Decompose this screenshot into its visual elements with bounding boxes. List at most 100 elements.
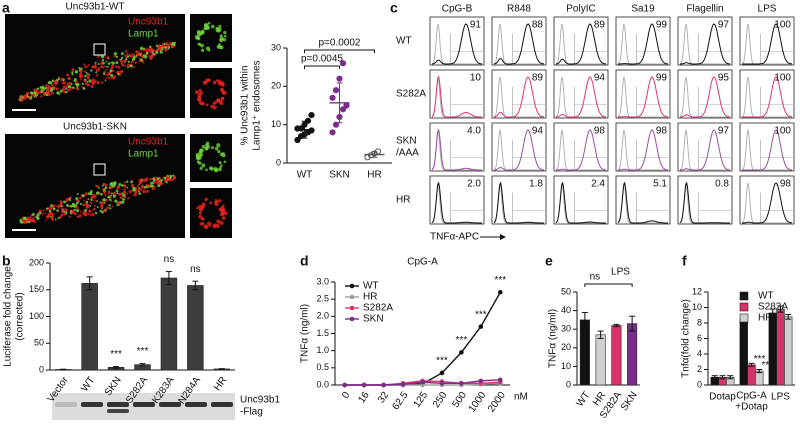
signal xyxy=(62,81,65,84)
signal xyxy=(123,188,126,191)
bracket xyxy=(304,49,375,53)
inset-signal xyxy=(218,207,223,212)
inset-signal xyxy=(214,146,219,151)
x-tick-label: 0 xyxy=(340,390,352,401)
panel-letter: e xyxy=(545,253,553,269)
signal xyxy=(73,212,77,216)
signal xyxy=(65,85,69,89)
signal xyxy=(64,208,66,210)
signal xyxy=(97,186,100,189)
signal xyxy=(107,73,110,76)
signal xyxy=(138,190,140,193)
control-curve xyxy=(679,129,730,171)
inset-signal xyxy=(219,152,223,156)
signal xyxy=(108,76,111,80)
histogram-frame xyxy=(491,122,547,172)
signal xyxy=(164,49,167,52)
inset-signal xyxy=(223,30,227,35)
control-curve xyxy=(741,182,792,224)
inset-signal xyxy=(196,36,201,41)
signal xyxy=(144,185,147,188)
signal xyxy=(92,207,96,211)
signal xyxy=(114,199,118,203)
signal xyxy=(65,197,69,201)
panel-letter: a xyxy=(2,0,10,16)
signal xyxy=(124,185,127,189)
signal xyxy=(150,54,154,57)
signal xyxy=(111,61,115,65)
inset-signal xyxy=(212,101,216,105)
signal xyxy=(35,89,38,93)
signal xyxy=(33,88,37,92)
signal xyxy=(126,192,129,195)
signal xyxy=(121,200,125,204)
signal xyxy=(89,204,92,207)
annotation: *** xyxy=(475,309,487,320)
signal xyxy=(79,210,82,213)
data-point xyxy=(420,379,425,385)
signal xyxy=(118,59,121,61)
x-tick-label: 1000 xyxy=(467,390,489,415)
inset-signal xyxy=(218,43,221,46)
signal xyxy=(65,91,68,94)
signal xyxy=(115,189,119,193)
histogram xyxy=(493,76,545,118)
signal xyxy=(139,46,144,50)
y-tick-label: 10 xyxy=(561,361,571,371)
inset-signal xyxy=(218,199,222,203)
control-curve xyxy=(617,76,668,118)
signal xyxy=(133,192,137,197)
signal xyxy=(54,218,57,221)
signal xyxy=(117,192,122,196)
signal xyxy=(103,65,106,68)
signal xyxy=(55,87,59,91)
signal xyxy=(84,65,88,69)
inset-signal xyxy=(220,212,225,217)
signal xyxy=(51,79,55,83)
inset-signal xyxy=(214,200,218,205)
histogram-frame xyxy=(429,122,485,172)
signal xyxy=(38,211,42,215)
signal xyxy=(51,91,55,95)
inset-signal xyxy=(221,83,225,87)
signal xyxy=(172,176,177,180)
signal xyxy=(87,198,90,201)
signal xyxy=(76,87,80,91)
histogram xyxy=(555,76,607,118)
signal xyxy=(145,48,149,52)
signal xyxy=(132,66,136,69)
bar xyxy=(81,283,98,371)
histogram-frame xyxy=(615,69,671,119)
signal xyxy=(71,73,74,76)
annotation: ns xyxy=(190,264,201,275)
y-axis-label: TNFα (ng/ml) xyxy=(300,304,311,363)
percent-label: 97 xyxy=(718,126,730,137)
signal xyxy=(62,85,66,89)
histogram xyxy=(493,129,545,171)
signal xyxy=(90,80,94,84)
percent-label: 91 xyxy=(470,20,482,31)
signal xyxy=(139,52,143,55)
blot-band xyxy=(159,402,181,407)
signal xyxy=(173,41,176,45)
signal xyxy=(117,66,121,69)
inset-signal xyxy=(201,221,205,225)
signal xyxy=(86,75,90,80)
signal xyxy=(117,73,120,76)
signal xyxy=(84,82,88,85)
signal xyxy=(106,65,109,68)
histogram xyxy=(555,181,606,224)
signal xyxy=(63,212,67,216)
signal xyxy=(42,93,46,97)
signal xyxy=(71,211,75,215)
signal xyxy=(67,83,69,86)
signal xyxy=(126,180,129,183)
bar xyxy=(579,319,590,386)
signal xyxy=(19,219,22,222)
inset-signal xyxy=(199,148,203,152)
signal xyxy=(85,71,88,74)
x-tick-label: 32 xyxy=(376,390,392,406)
blot-label: Unc93b1 xyxy=(240,395,280,406)
signal xyxy=(41,212,44,215)
signal xyxy=(68,215,71,218)
